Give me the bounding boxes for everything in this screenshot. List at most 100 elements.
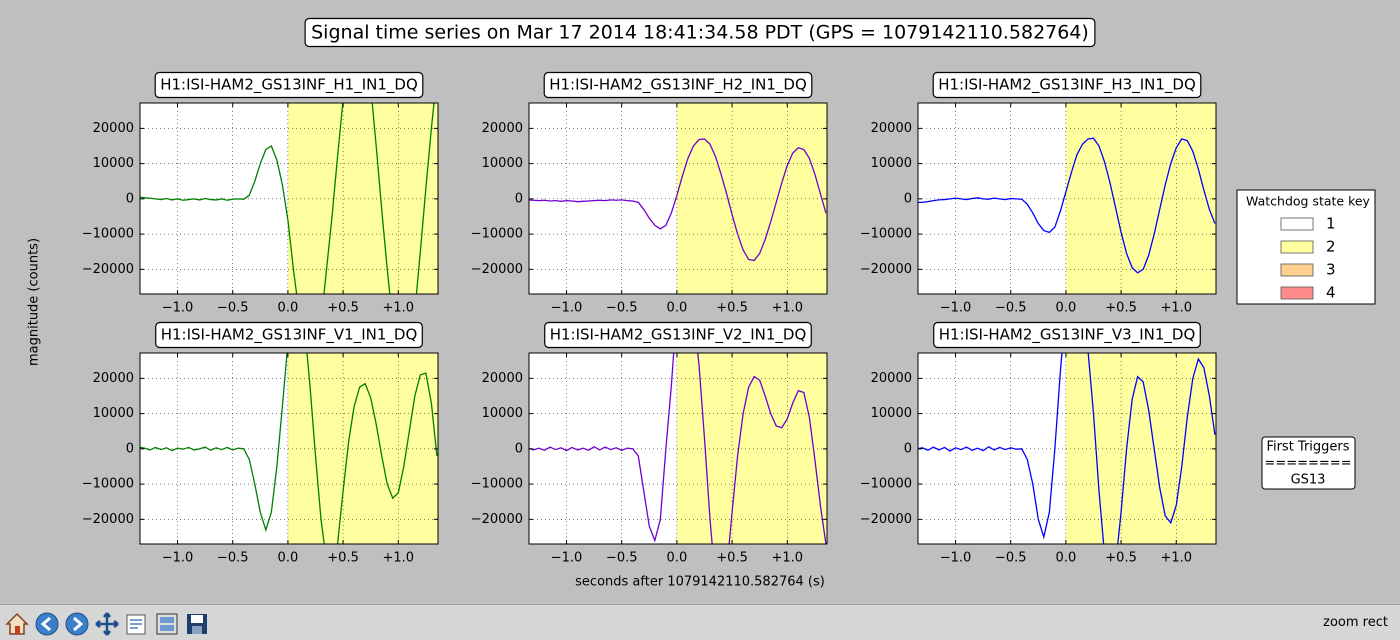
triggers-text: First Triggers (1266, 440, 1349, 455)
y-tick-label: 10000 (93, 156, 134, 171)
y-tick-label: 20000 (482, 371, 523, 386)
y-tick-label: −20000 (471, 512, 523, 527)
y-tick-label: 20000 (93, 371, 134, 386)
y-tick-label: −10000 (860, 227, 912, 242)
zoom-button[interactable] (124, 611, 150, 637)
axes-frame (528, 352, 828, 545)
y-tick-label: −20000 (860, 512, 912, 527)
triggers-text: GS13 (1291, 473, 1326, 488)
signal-line (529, 138, 827, 262)
x-tick-label: +0.5 (716, 551, 748, 566)
subplot-title: H1:ISI-HAM2_GS13INF_V3_IN1_DQ (939, 326, 1196, 345)
x-tick-label: −1.0 (162, 551, 194, 566)
signal-line (918, 353, 1216, 544)
x-tick-label: +1.0 (382, 551, 414, 566)
x-tick-label: +0.5 (1105, 301, 1137, 316)
x-tick-label: +0.5 (1105, 551, 1137, 566)
axes-frame (528, 102, 828, 295)
y-tick-label: 0 (126, 441, 134, 456)
axes-frame (917, 352, 1217, 545)
y-tick-label: 20000 (871, 121, 912, 136)
x-tick-label: −0.5 (217, 551, 249, 566)
pan-button[interactable] (94, 611, 120, 637)
figure-title: Signal time series on Mar 17 2014 18:41:… (311, 22, 1089, 44)
y-tick-label: −20000 (82, 262, 134, 277)
state-span (287, 353, 438, 544)
y-tick-label: 0 (515, 441, 523, 456)
plot-content (529, 353, 827, 544)
x-tick-label: −0.5 (606, 301, 638, 316)
forward-button[interactable] (64, 611, 90, 637)
x-tick-label: +0.5 (716, 301, 748, 316)
y-tick-label: −10000 (860, 477, 912, 492)
legend-swatch (1280, 240, 1314, 254)
plot-content (918, 353, 1216, 544)
y-tick-label: 10000 (871, 156, 912, 171)
save-button[interactable] (184, 611, 210, 637)
status-text: zoom rect (1323, 615, 1388, 630)
figure-title-box (304, 17, 1096, 48)
subplot-title-box (544, 321, 812, 349)
x-tick-label: +1.0 (771, 551, 803, 566)
y-tick-label: 0 (904, 191, 912, 206)
subplot-title: H1:ISI-HAM2_GS13INF_V1_IN1_DQ (161, 326, 418, 345)
x-tick-label: 0.0 (278, 551, 299, 566)
y-tick-label: 10000 (93, 406, 134, 421)
plot-content (140, 103, 438, 294)
y-tick-label: 20000 (93, 121, 134, 136)
subplot-title-box (543, 71, 813, 99)
legend-label: 2 (1326, 238, 1336, 256)
x-tick-label: −1.0 (162, 301, 194, 316)
subplot-title-box (933, 321, 1201, 349)
plot-content (918, 103, 1216, 294)
x-tick-label: 0.0 (1056, 301, 1077, 316)
legend-label: 4 (1326, 284, 1336, 302)
x-tick-label: +0.5 (327, 301, 359, 316)
plot-content (140, 353, 438, 544)
y-tick-label: 10000 (482, 156, 523, 171)
legend-label: 1 (1326, 215, 1336, 233)
plot-content (529, 103, 827, 294)
subplot-title: H1:ISI-HAM2_GS13INF_H3_IN1_DQ (938, 76, 1196, 95)
y-tick-label: −10000 (82, 477, 134, 492)
x-tick-label: −1.0 (551, 301, 583, 316)
legend-swatch (1280, 263, 1314, 277)
state-span (676, 103, 827, 294)
y-tick-label: −10000 (82, 227, 134, 242)
triggers-box (1261, 436, 1356, 490)
y-tick-label: 10000 (871, 406, 912, 421)
subplot-title: H1:ISI-HAM2_GS13INF_V2_IN1_DQ (550, 326, 807, 345)
x-tick-label: −0.5 (606, 551, 638, 566)
state-span (1065, 353, 1216, 544)
figure: seconds after 1079142110.582764 (s) magn… (26, 17, 1376, 590)
y-tick-label: −20000 (860, 262, 912, 277)
y-tick-label: −20000 (471, 262, 523, 277)
y-axis-label: magnitude (counts) (27, 238, 42, 366)
subplots-button[interactable] (154, 611, 180, 637)
subplot-title: H1:ISI-HAM2_GS13INF_H1_IN1_DQ (160, 76, 418, 95)
subplot-title-box (155, 321, 423, 349)
x-tick-label: −0.5 (995, 301, 1027, 316)
x-axis-label: seconds after 1079142110.582764 (s) (575, 575, 825, 590)
home-button[interactable] (4, 611, 30, 637)
y-tick-label: 0 (904, 441, 912, 456)
signal-line (529, 353, 827, 544)
x-tick-label: +1.0 (1160, 301, 1192, 316)
y-tick-label: −20000 (82, 512, 134, 527)
subplot-title: H1:ISI-HAM2_GS13INF_H2_IN1_DQ (549, 76, 807, 95)
state-span (287, 103, 438, 294)
back-button[interactable] (34, 611, 60, 637)
x-tick-label: −1.0 (940, 301, 972, 316)
y-tick-label: 20000 (871, 371, 912, 386)
toolbar: zoom rect (0, 604, 1400, 640)
legend-title: Watchdog state key (1246, 194, 1371, 209)
x-tick-label: +1.0 (1160, 551, 1192, 566)
y-tick-label: 0 (126, 191, 134, 206)
axes-frame (917, 102, 1217, 295)
x-tick-label: −1.0 (940, 551, 972, 566)
x-tick-label: +1.0 (382, 301, 414, 316)
signal-line (918, 137, 1216, 274)
triggers-text: ======== (1264, 456, 1351, 471)
subplot-title-box (154, 71, 424, 99)
